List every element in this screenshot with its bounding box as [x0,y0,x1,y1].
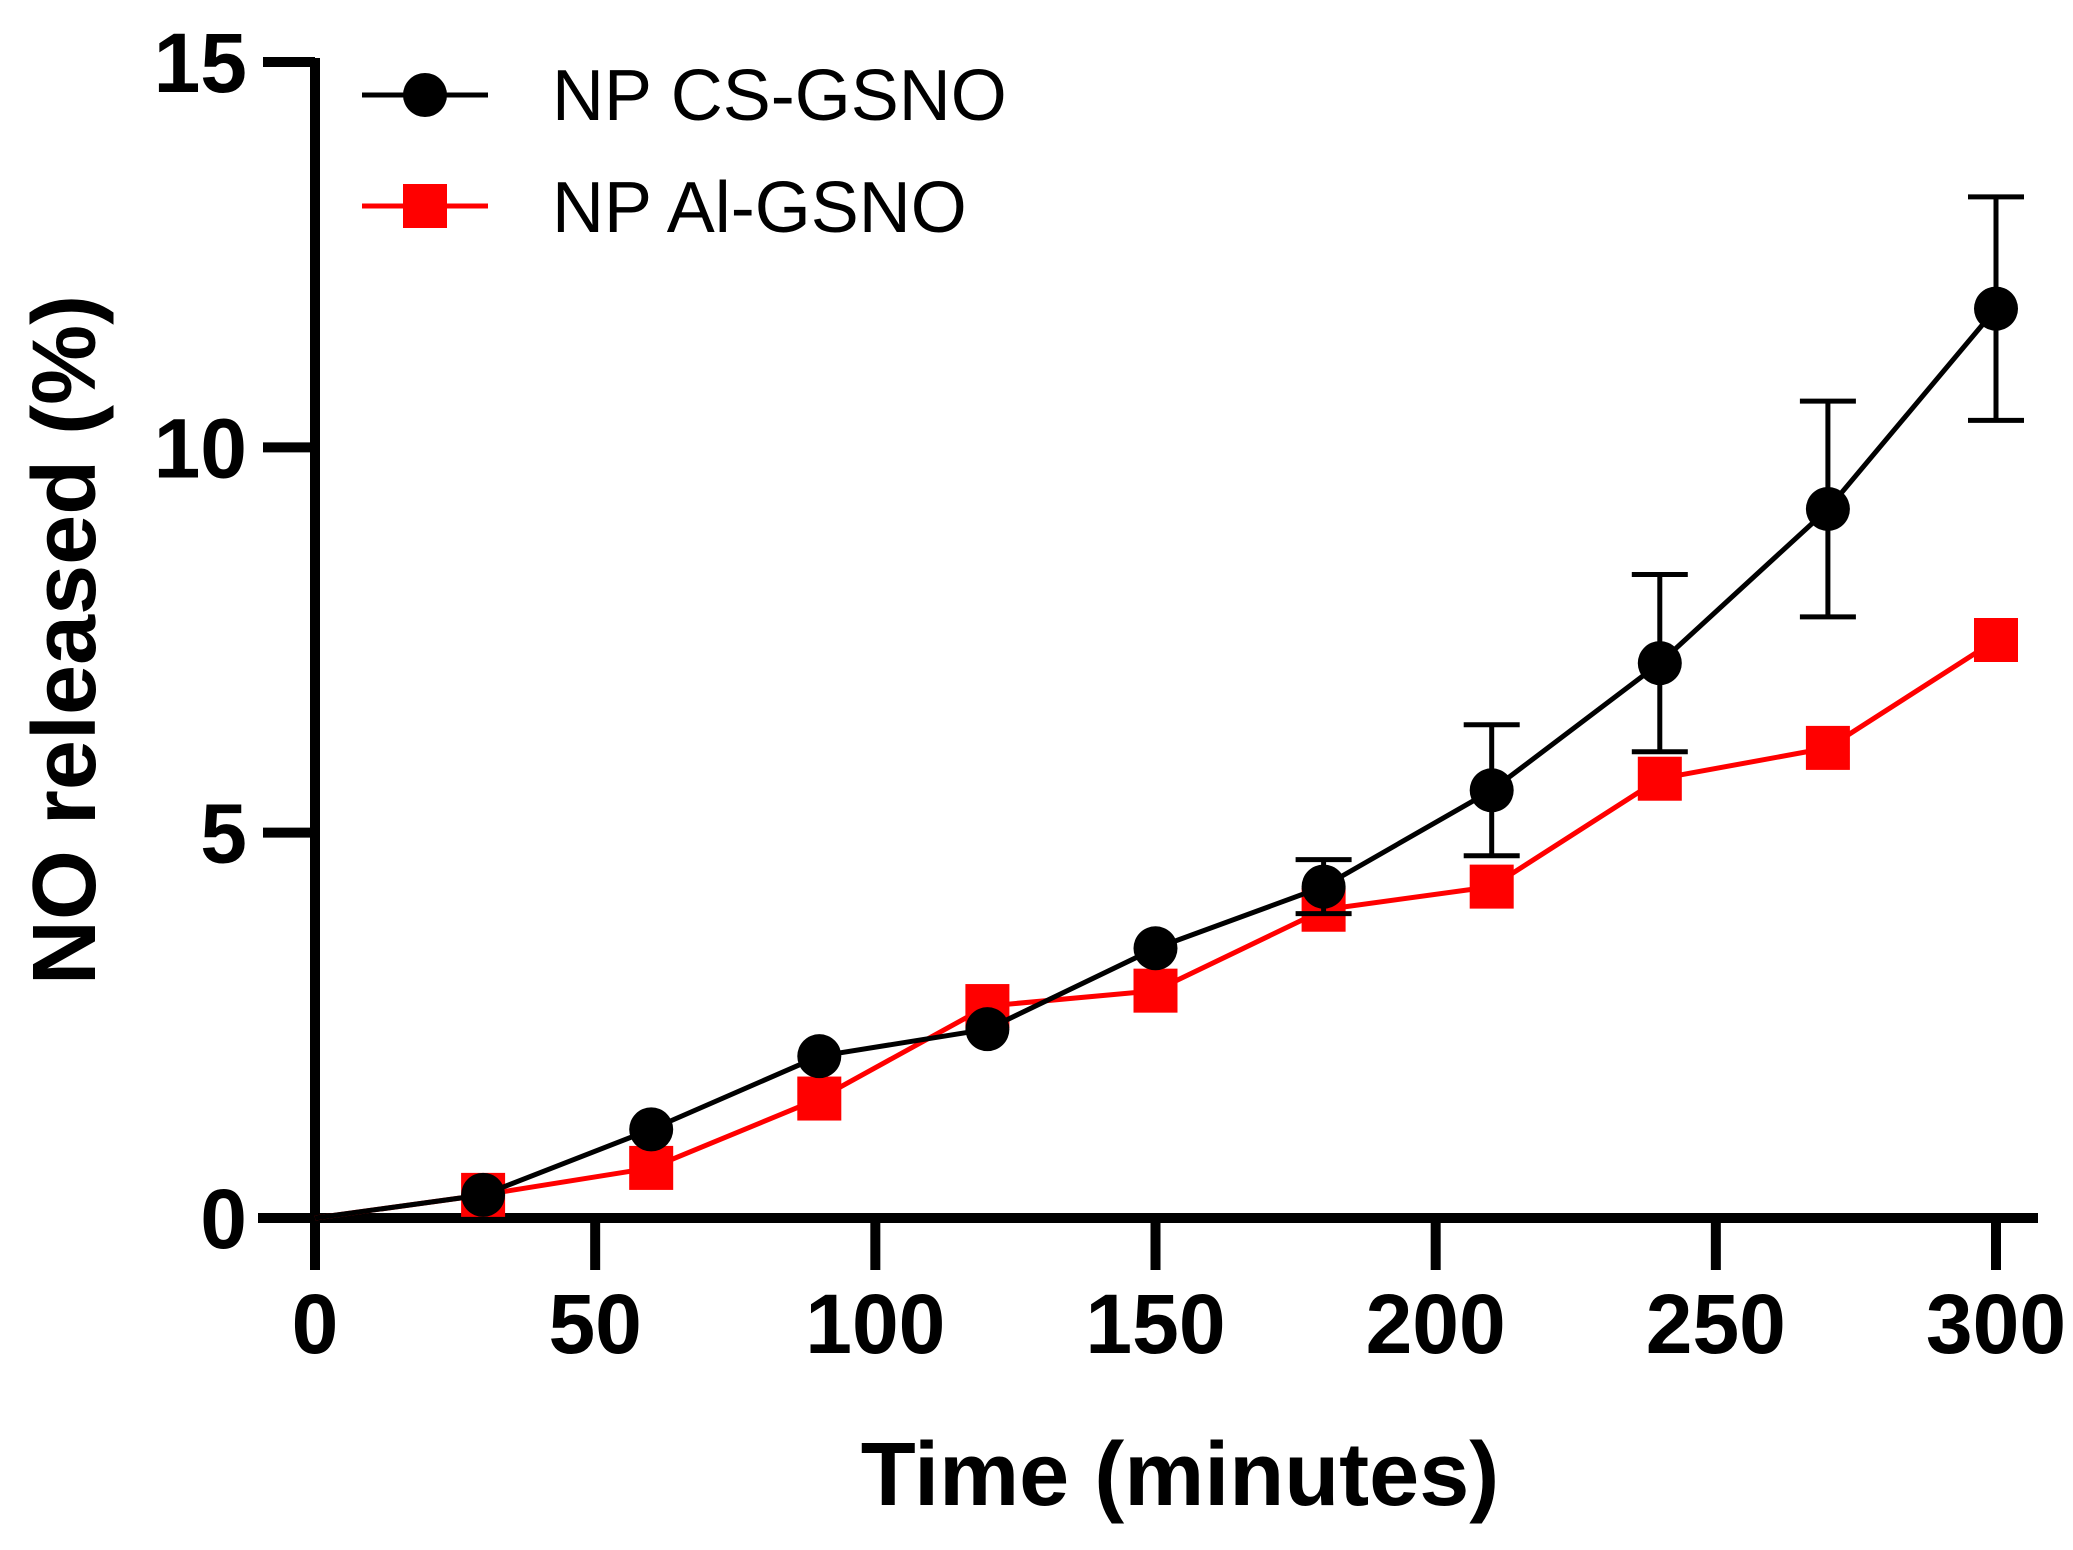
y-tick-label: 15 [154,16,247,110]
axes [258,58,2038,1223]
x-tick-label: 150 [1085,1277,1225,1371]
y-tick-label: 10 [154,401,247,495]
x-tick-label: 250 [1646,1277,1786,1371]
data-point-np-cs-gsno [965,1007,1010,1052]
data-point-np-al-gsno [1637,756,1682,801]
legend[interactable]: NP CS-GSNO NP Al-GSNO [362,56,1007,248]
data-point-np-al-gsno [797,1076,842,1121]
data-point-np-cs-gsno [461,1172,506,1217]
data-point-np-cs-gsno [1805,486,1850,531]
legend-marker-circle [403,73,447,117]
data-point-np-al-gsno [1974,618,2018,662]
x-tick-label: 100 [805,1277,945,1371]
y-axis-title: NO released (%) [15,295,115,985]
x-tick-label: 200 [1366,1277,1506,1371]
y-ticks: 0 5 10 15 [154,16,315,1266]
legend-item-al-gsno[interactable]: NP Al-GSNO [362,168,967,248]
y-tick-label: 5 [200,787,247,881]
data-point-np-cs-gsno [1469,768,1514,813]
x-tick-label: 0 [292,1277,339,1371]
data-point-np-al-gsno [1133,968,1178,1013]
data-point-np-al-gsno [629,1145,674,1190]
series-np-cs-gsno [314,194,2024,1221]
data-point-np-al-gsno [1469,864,1514,909]
x-tick-label: 50 [548,1277,641,1371]
data-point-np-al-gsno [1805,725,1850,770]
legend-label-cs-gsno: NP CS-GSNO [552,56,1007,136]
series-np-al-gsno [314,618,2018,1221]
data-point-np-cs-gsno [1974,286,2018,331]
series-layer [314,194,2024,1221]
x-ticks: 0 50 100 150 200 250 300 [292,1218,2066,1371]
data-point-np-cs-gsno [1637,641,1682,686]
data-point-np-cs-gsno [629,1107,674,1152]
x-tick-label: 300 [1926,1277,2066,1371]
legend-label-al-gsno: NP Al-GSNO [552,168,967,248]
data-point-np-cs-gsno [1133,926,1178,971]
legend-marker-square [403,184,447,228]
data-point-np-cs-gsno [1301,864,1346,909]
data-point-np-cs-gsno [797,1034,842,1079]
y-tick-label: 0 [200,1172,247,1266]
x-axis-title: Time (minutes) [861,1425,1499,1525]
legend-item-cs-gsno[interactable]: NP CS-GSNO [362,56,1007,136]
